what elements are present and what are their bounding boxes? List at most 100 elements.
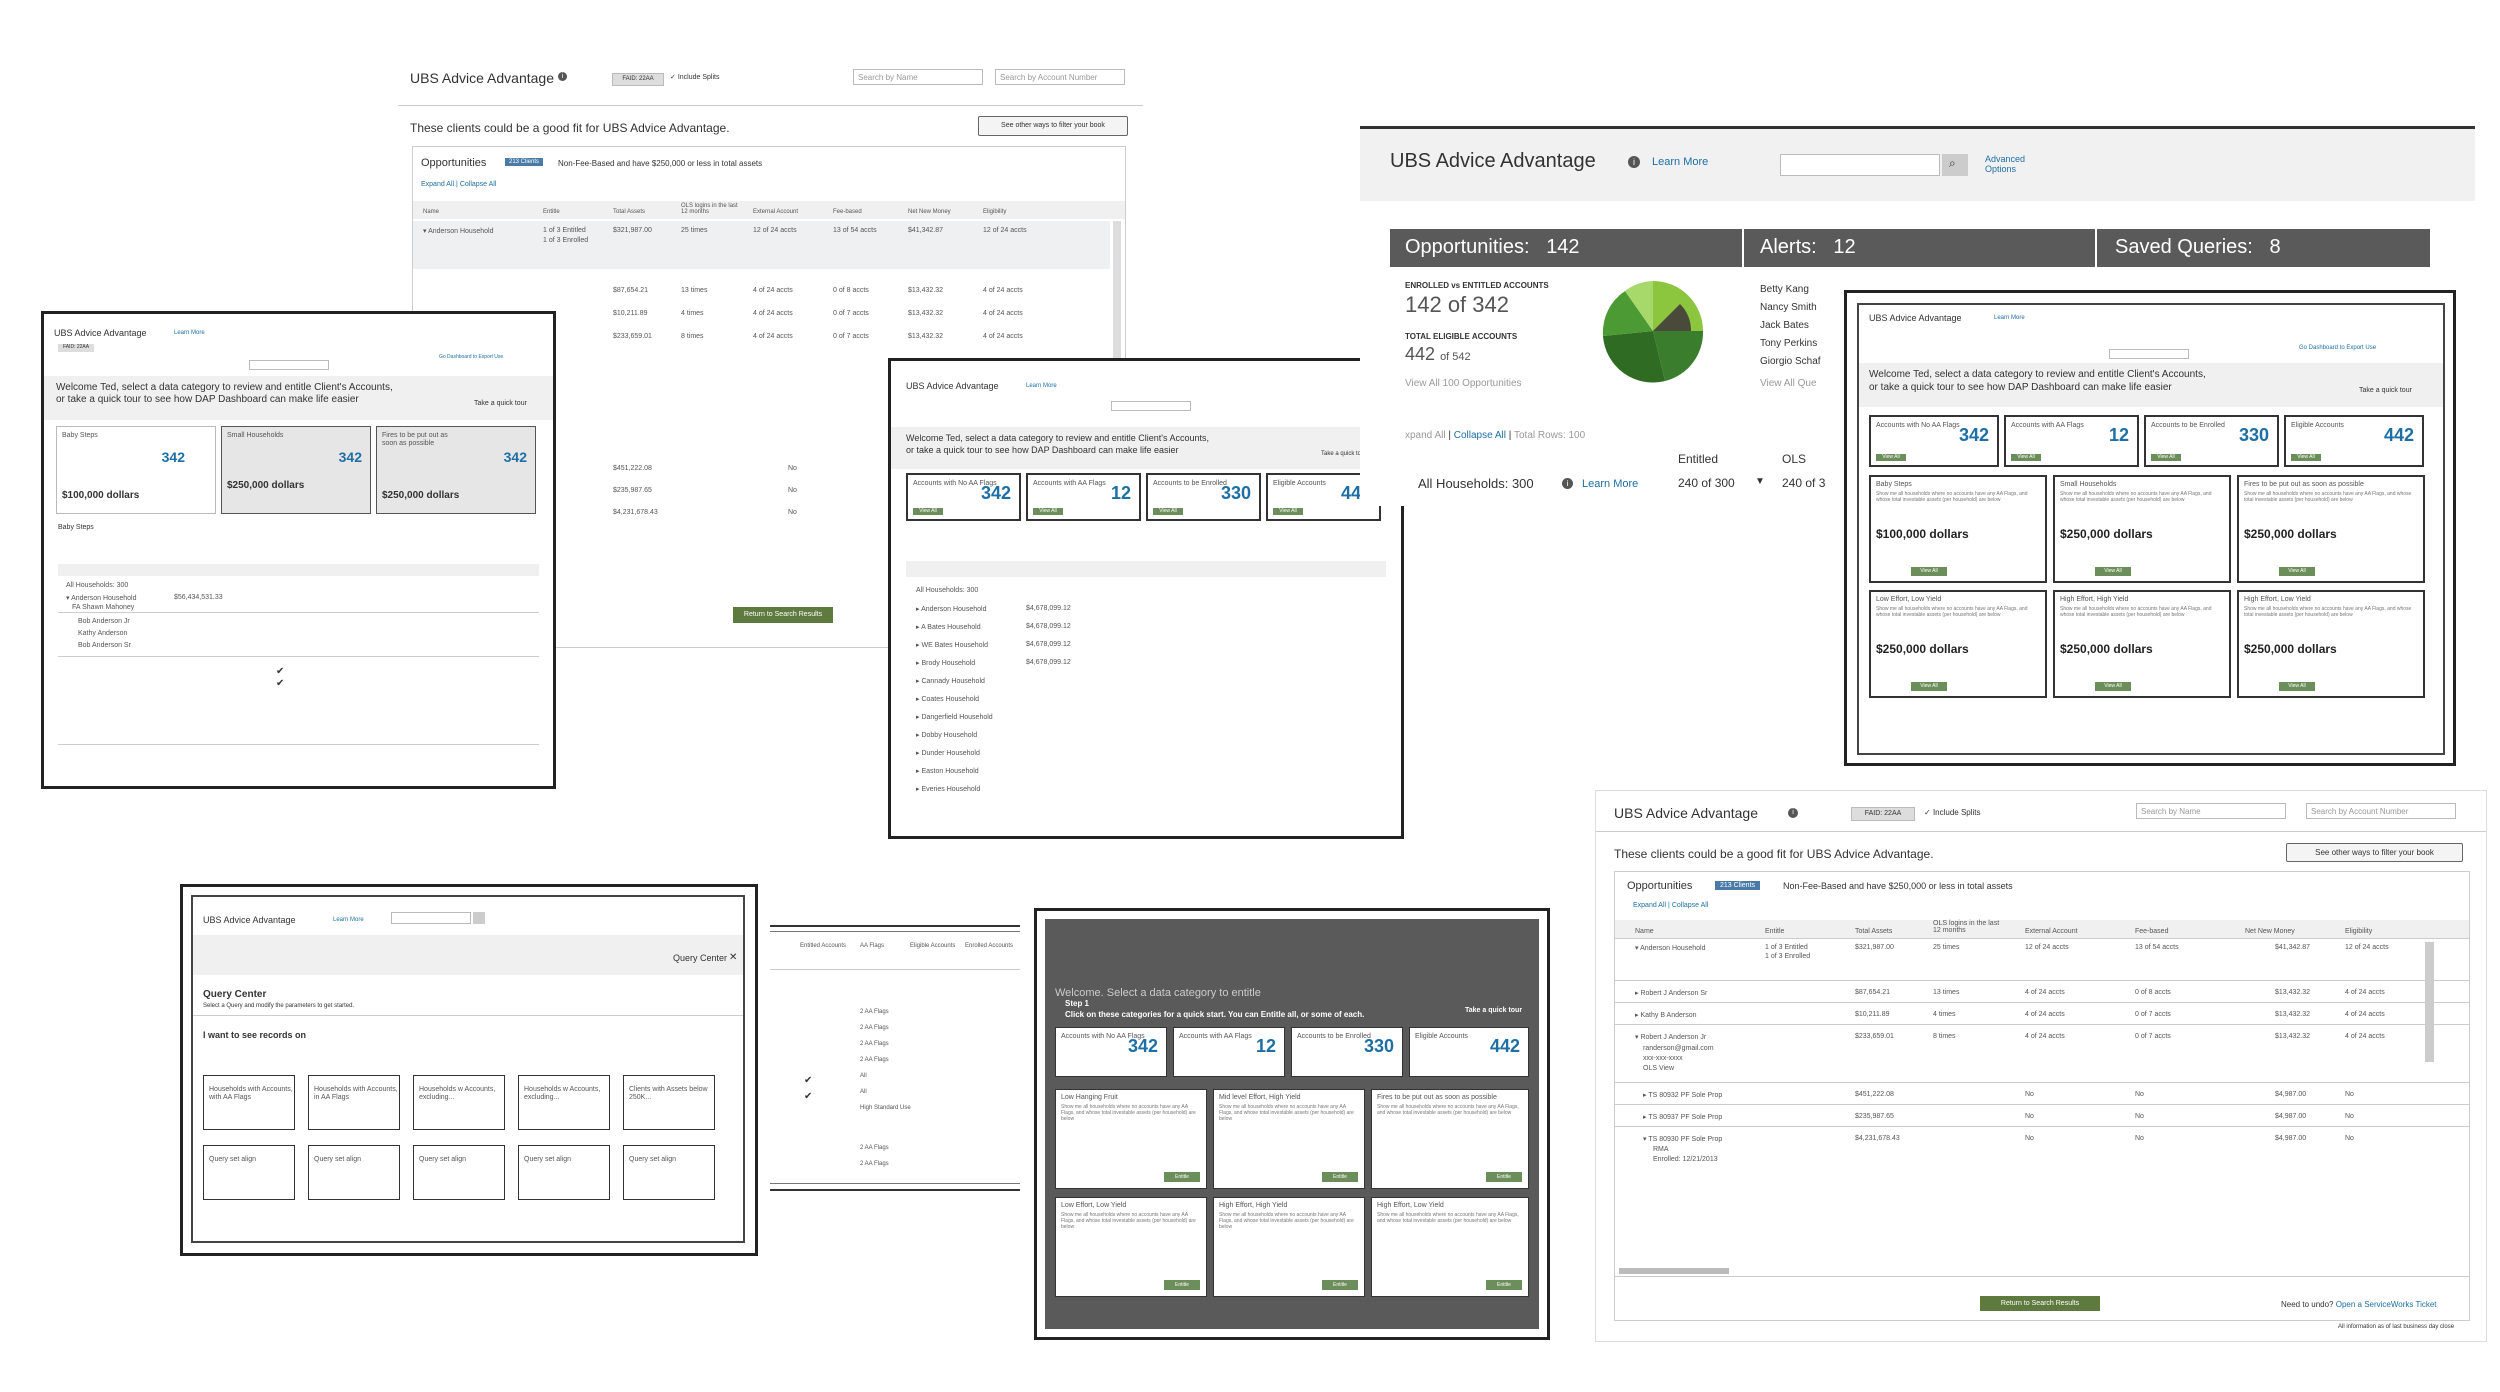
- horizontal-scrollbar[interactable]: [1619, 1268, 1729, 1274]
- learn-more-link[interactable]: Learn More: [1582, 478, 1639, 490]
- view-all-button[interactable]: View All: [1033, 508, 1063, 515]
- table-row[interactable]: ▾ TS 80930 PF Sole Prop: [1643, 1135, 1722, 1143]
- expand-caret-icon[interactable]: ▸: [1635, 1012, 1639, 1019]
- expand-caret-icon[interactable]: ▸: [1643, 1092, 1647, 1099]
- alert-name[interactable]: Giorgio Schaf: [1760, 356, 1821, 367]
- category-tile[interactable]: Fires to be put out as soon as possible S…: [1371, 1089, 1529, 1189]
- query-card[interactable]: Query set align: [308, 1145, 400, 1200]
- collapse-caret-icon[interactable]: ▾: [1635, 945, 1639, 952]
- checkmark-icon[interactable]: ✔: [276, 678, 285, 689]
- entitle-button[interactable]: Entitle: [1164, 1280, 1200, 1290]
- expand-all-link[interactable]: Expand All: [421, 181, 455, 188]
- entitle-button[interactable]: Entitle: [1164, 1172, 1200, 1182]
- expand-all-link[interactable]: Expand All: [1633, 902, 1667, 909]
- entitle-button[interactable]: Entitle: [1486, 1280, 1522, 1290]
- take-tour-link[interactable]: Take a quick tour: [2359, 387, 2412, 394]
- table-row[interactable]: ▸ Easton Household: [916, 768, 979, 775]
- category-tile[interactable]: Fires to be put out as soon as possible …: [2237, 475, 2425, 583]
- scrollbar[interactable]: [1113, 221, 1121, 361]
- collapse-all-link[interactable]: Collapse All: [1671, 902, 1709, 909]
- dashboard-link[interactable]: Go Dashboard to Export Use: [439, 354, 504, 360]
- view-all-button[interactable]: View All: [1911, 567, 1947, 576]
- summary-tile[interactable]: Accounts with No AA Flags 342 View All: [906, 473, 1021, 521]
- close-icon[interactable]: ✕: [729, 952, 738, 963]
- table-row[interactable]: ▸ Kathy B Anderson: [1635, 1011, 1697, 1019]
- info-icon[interactable]: i: [1788, 808, 1798, 818]
- search-account-input[interactable]: Search by Account Number: [2306, 803, 2456, 819]
- see-other-ways-button[interactable]: See other ways to filter your book: [2286, 843, 2463, 862]
- entitle-button[interactable]: Entitle: [1486, 1172, 1522, 1182]
- expand-caret-icon[interactable]: ▸: [1643, 1114, 1647, 1121]
- view-all-button[interactable]: View All: [2095, 682, 2131, 691]
- return-button[interactable]: Return to Search Results: [1980, 1296, 2100, 1311]
- category-tile[interactable]: Small Households Show me all households …: [2053, 475, 2231, 583]
- summary-tile[interactable]: Accounts to be Enrolled 330 View All: [1146, 473, 1261, 521]
- view-all-opps-link[interactable]: View All 100 Opportunities: [1405, 378, 1522, 389]
- fa-code-select[interactable]: FAID: 22AA: [1851, 807, 1915, 821]
- query-card[interactable]: Clients with Assets below 250K...: [623, 1075, 715, 1130]
- chevron-down-icon[interactable]: ▼: [1755, 476, 1765, 487]
- table-row[interactable]: ▸ Dunder Household: [916, 750, 980, 757]
- view-all-button[interactable]: View All: [2279, 567, 2315, 576]
- table-row[interactable]: Bob Anderson Sr: [78, 642, 131, 649]
- search-input[interactable]: [1111, 401, 1191, 411]
- learn-more-link[interactable]: Learn More: [1652, 156, 1709, 168]
- view-all-que-link[interactable]: View All Que: [1760, 378, 1817, 389]
- fa-code-select[interactable]: FAID: 22AA: [612, 73, 664, 86]
- view-all-button[interactable]: View All: [2011, 454, 2041, 461]
- entitle-button[interactable]: Entitle: [1322, 1280, 1358, 1290]
- info-icon[interactable]: i: [1562, 478, 1573, 489]
- category-tile[interactable]: High Effort, Low Yield Show me all house…: [2237, 590, 2425, 698]
- table-row[interactable]: ▸ Robert J Anderson Sr: [1635, 989, 1707, 997]
- view-all-button[interactable]: View All: [913, 508, 943, 515]
- info-icon[interactable]: i: [1628, 156, 1640, 168]
- checkmark-icon[interactable]: ✔: [804, 1075, 813, 1086]
- collapse-caret-icon[interactable]: ▾: [1635, 1034, 1639, 1041]
- summary-tile[interactable]: Accounts with No AA Flags 342: [1055, 1027, 1167, 1077]
- category-tile[interactable]: Low Effort, Low Yield Show me all househo…: [1055, 1197, 1207, 1297]
- learn-more-link[interactable]: Learn More: [1994, 315, 2025, 321]
- table-row[interactable]: ▸ Anderson Household: [916, 606, 987, 613]
- search-account-input[interactable]: Search by Account Number: [995, 69, 1125, 85]
- learn-more-link[interactable]: Learn More: [333, 917, 364, 923]
- dashboard-link[interactable]: Go Dashboard to Export Use: [2299, 345, 2377, 351]
- view-all-button[interactable]: View All: [1273, 508, 1303, 515]
- search-button[interactable]: [473, 912, 485, 924]
- options-link[interactable]: Options: [1985, 164, 2017, 174]
- alert-name[interactable]: Betty Kang: [1760, 284, 1809, 295]
- query-card[interactable]: Households w Accounts, excluding...: [413, 1075, 505, 1130]
- view-all-button[interactable]: View All: [1876, 454, 1906, 461]
- alert-name[interactable]: Jack Bates: [1760, 320, 1809, 331]
- table-row[interactable]: ▸ Everies Household: [916, 786, 981, 793]
- view-all-button[interactable]: View All: [2151, 454, 2181, 461]
- summary-tile[interactable]: Accounts with AA Flags 12 View All: [1026, 473, 1141, 521]
- category-tile[interactable]: High Effort, High Yield Show me all hous…: [2053, 590, 2231, 698]
- summary-tile[interactable]: Accounts with AA Flags 12: [1173, 1027, 1285, 1077]
- summary-tile[interactable]: Eligible Accounts 442 View All: [2284, 415, 2424, 467]
- summary-tile[interactable]: Accounts with AA Flags 12 View All: [2004, 415, 2139, 467]
- view-all-button[interactable]: View All: [2291, 454, 2321, 461]
- query-card[interactable]: Households with Accounts, in AA Flags: [308, 1075, 400, 1130]
- checkmark-icon[interactable]: ✔: [276, 666, 285, 677]
- category-tile[interactable]: Mid level Effort, High Yield Show me all …: [1213, 1089, 1365, 1189]
- search-button[interactable]: ⌕: [1942, 154, 1968, 176]
- collapse-all-link[interactable]: Collapse All: [459, 181, 497, 188]
- table-row[interactable]: ▸ A Bates Household: [916, 624, 981, 631]
- category-tile[interactable]: Baby Steps 342 $100,000 dollars: [56, 426, 216, 514]
- view-all-button[interactable]: View All: [1153, 508, 1183, 515]
- include-splits-checkbox[interactable]: ✓ Include Splits: [670, 74, 720, 81]
- expand-caret-icon[interactable]: ▾: [423, 228, 427, 235]
- query-center-link[interactable]: Query Center: [673, 953, 728, 963]
- return-button[interactable]: Return to Search Results: [733, 607, 833, 623]
- collapse-caret-icon[interactable]: ▾: [1643, 1136, 1647, 1143]
- view-all-button[interactable]: View All: [1911, 682, 1947, 691]
- checkmark-icon[interactable]: ✔: [804, 1091, 813, 1102]
- include-splits-checkbox[interactable]: ✓ Include Splits: [1924, 808, 1981, 817]
- ols-view-link[interactable]: OLS View: [1643, 1065, 1674, 1072]
- take-tour-link[interactable]: Take a quick tour: [1465, 1007, 1523, 1014]
- view-all-button[interactable]: View All: [2279, 682, 2315, 691]
- vertical-scrollbar[interactable]: [2425, 942, 2434, 1062]
- alert-name[interactable]: Tony Perkins: [1760, 338, 1818, 349]
- query-card[interactable]: Query set align: [518, 1145, 610, 1200]
- query-card[interactable]: Households with Accounts, with AA Flags: [203, 1075, 295, 1130]
